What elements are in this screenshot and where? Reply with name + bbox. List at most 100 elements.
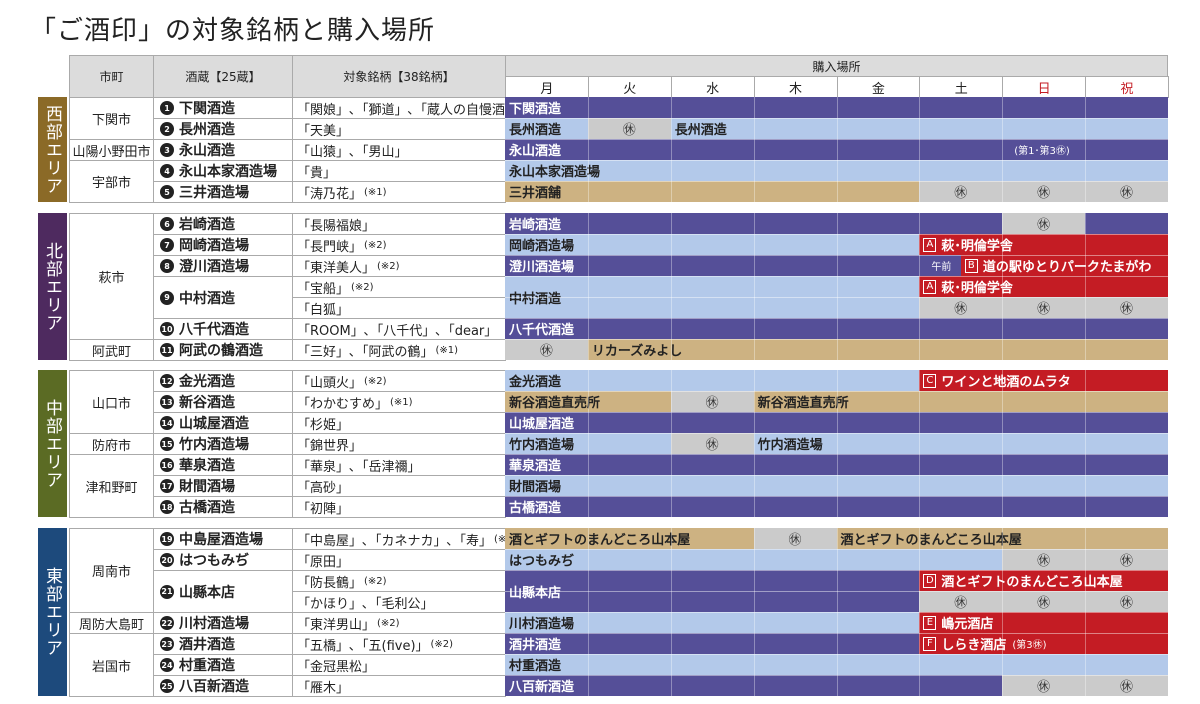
- brewery-name: 村重酒造: [179, 658, 235, 674]
- brand-name: 「東洋男山」: [297, 617, 376, 633]
- day-divider: [753, 370, 755, 517]
- shop-name: 八百新酒造: [509, 680, 575, 695]
- day-divider: [1002, 97, 1004, 202]
- brand-cell: 「雁木」: [292, 675, 506, 697]
- city-name: 周南市: [91, 565, 131, 580]
- day-divider: [670, 528, 672, 696]
- brand-cell: 「白狐」: [292, 297, 506, 319]
- shop-name: 村重酒造: [509, 659, 562, 674]
- shop-letter-badge: C: [923, 373, 937, 388]
- shop-name: 酒とギフトのまんどころ山本屋: [840, 533, 1022, 548]
- schedule-note: 午前: [931, 262, 952, 273]
- brand-note: (※2): [377, 617, 400, 629]
- row-divider: [505, 139, 1168, 140]
- brewery-cell: 4 永山本家酒造場: [153, 160, 293, 182]
- row-divider: [505, 181, 1168, 182]
- brewery-cell: 5 三井酒造場: [153, 181, 293, 203]
- shop-segment: 長州酒造: [505, 118, 588, 139]
- shop-segment: 山城屋酒造: [505, 412, 1168, 433]
- row-divider: [505, 318, 1168, 319]
- brewery-name: 金光酒造: [179, 374, 235, 390]
- brewery-number: 20: [160, 553, 174, 567]
- closed-cell: ㊡: [1002, 675, 1086, 696]
- closed-cell: ㊡: [1002, 213, 1086, 234]
- shop-segment: 八千代酒造: [505, 318, 1168, 339]
- shop-name: 澄川酒造場: [509, 260, 575, 275]
- city-cell: 津和野町: [69, 454, 154, 518]
- brand-name: 「涛乃花」: [297, 186, 363, 202]
- brand-cell: 「貴」: [292, 160, 506, 182]
- brewery-cell: 3 永山酒造: [153, 139, 293, 161]
- shop-name: 長州酒造: [674, 123, 727, 138]
- shop-name: 嶋元酒店: [941, 617, 994, 632]
- row-divider: [505, 412, 1168, 413]
- shop-name: 山城屋酒造: [509, 417, 575, 432]
- brewery-cell: 21 山縣本店: [153, 570, 293, 613]
- shop-segment: 酒とギフトのまんどころ山本屋: [836, 528, 1168, 549]
- brand-cell: 「山頭火」 (※2): [292, 370, 506, 392]
- shop-name: 華泉酒造: [509, 459, 562, 474]
- shop-segment: C ワインと地酒のムラタ: [919, 370, 1168, 391]
- brewery-number: 4: [160, 164, 174, 178]
- shop-segment: 中村酒造: [505, 276, 920, 318]
- city-cell: 宇部市: [69, 160, 154, 203]
- brand-cell: 「天美」: [292, 118, 506, 140]
- day-divider: [753, 528, 755, 696]
- brand-note: (※2): [377, 260, 400, 272]
- city-name: 山口市: [91, 396, 131, 412]
- brewery-number: 16: [160, 458, 174, 472]
- day-divider: [919, 97, 921, 202]
- brewery-name: 八千代酒造: [179, 322, 249, 338]
- schedule-note: (第1･第3㊡): [1014, 146, 1070, 157]
- brewery-number: 18: [160, 500, 174, 514]
- brewery-number: 17: [160, 479, 174, 493]
- header-brand-label: 対象銘柄【38銘柄】: [343, 70, 455, 84]
- city-cell: 山口市: [69, 370, 154, 434]
- area-label: 東部エリア: [38, 528, 67, 696]
- brand-name: 「中島屋」､「カネナカ」､「寿」: [297, 533, 493, 549]
- schedule-note: (第3㊡): [1012, 640, 1047, 651]
- shop-segment: 竹内酒造場: [753, 433, 1168, 454]
- brewery-name: 酒井酒造: [179, 637, 235, 653]
- brewery-cell: 24 村重酒造: [153, 654, 293, 676]
- shop-segment: 新谷酒造直売所: [505, 391, 671, 412]
- row-divider: [505, 297, 1168, 298]
- closed-icon: ㊡: [954, 302, 968, 317]
- shop-name: 永山酒造: [509, 144, 562, 159]
- brewery-cell: 16 華泉酒造: [153, 454, 293, 476]
- day-divider: [919, 370, 921, 517]
- brewery-cell: 25 八百新酒造: [153, 675, 293, 697]
- shop-letter-badge: D: [923, 573, 937, 588]
- shop-segment: 八百新酒造: [505, 675, 1003, 696]
- brewery-cell: 12 金光酒造: [153, 370, 293, 392]
- brewery-name: 永山本家酒造場: [179, 164, 277, 180]
- shop-segment: 古橋酒造: [505, 496, 1168, 517]
- brand-cell: 「かほり」､「毛利公」: [292, 591, 506, 613]
- closed-icon: ㊡: [954, 186, 968, 201]
- area-name: 中部エリア: [42, 398, 62, 489]
- brewery-cell: 14 山城屋酒造: [153, 412, 293, 434]
- brewery-number: 13: [160, 395, 174, 409]
- header-day-5: 土: [919, 76, 1004, 98]
- closed-cell: ㊡: [670, 391, 754, 412]
- brewery-number: 7: [160, 238, 174, 252]
- shop-letter-badge: A: [923, 279, 937, 294]
- brewery-name: 岡崎酒造場: [179, 238, 249, 254]
- brewery-name: はつもみぢ: [179, 553, 249, 569]
- shop-segment: 永山本家酒造場: [505, 160, 1168, 181]
- day-divider: [1002, 370, 1004, 517]
- brewery-cell: 10 八千代酒造: [153, 318, 293, 340]
- shop-segment: 山縣本店: [505, 570, 920, 612]
- brand-cell: 「東洋美人」 (※2): [292, 255, 506, 277]
- city-name: 宇部市: [91, 176, 131, 191]
- closed-icon: ㊡: [622, 123, 636, 138]
- day-divider: [587, 213, 589, 360]
- shop-segment: [1085, 213, 1168, 234]
- closed-cell: ㊡: [1002, 181, 1086, 202]
- day-divider: [836, 213, 838, 360]
- day-divider: [670, 97, 672, 202]
- brand-name: 「ROOM」､「八千代」､「dear」: [297, 323, 498, 339]
- brand-name: 「わかむすめ」: [297, 396, 389, 412]
- shop-segment: 竹内酒造場: [505, 433, 671, 454]
- city-cell: 阿武町: [69, 339, 154, 361]
